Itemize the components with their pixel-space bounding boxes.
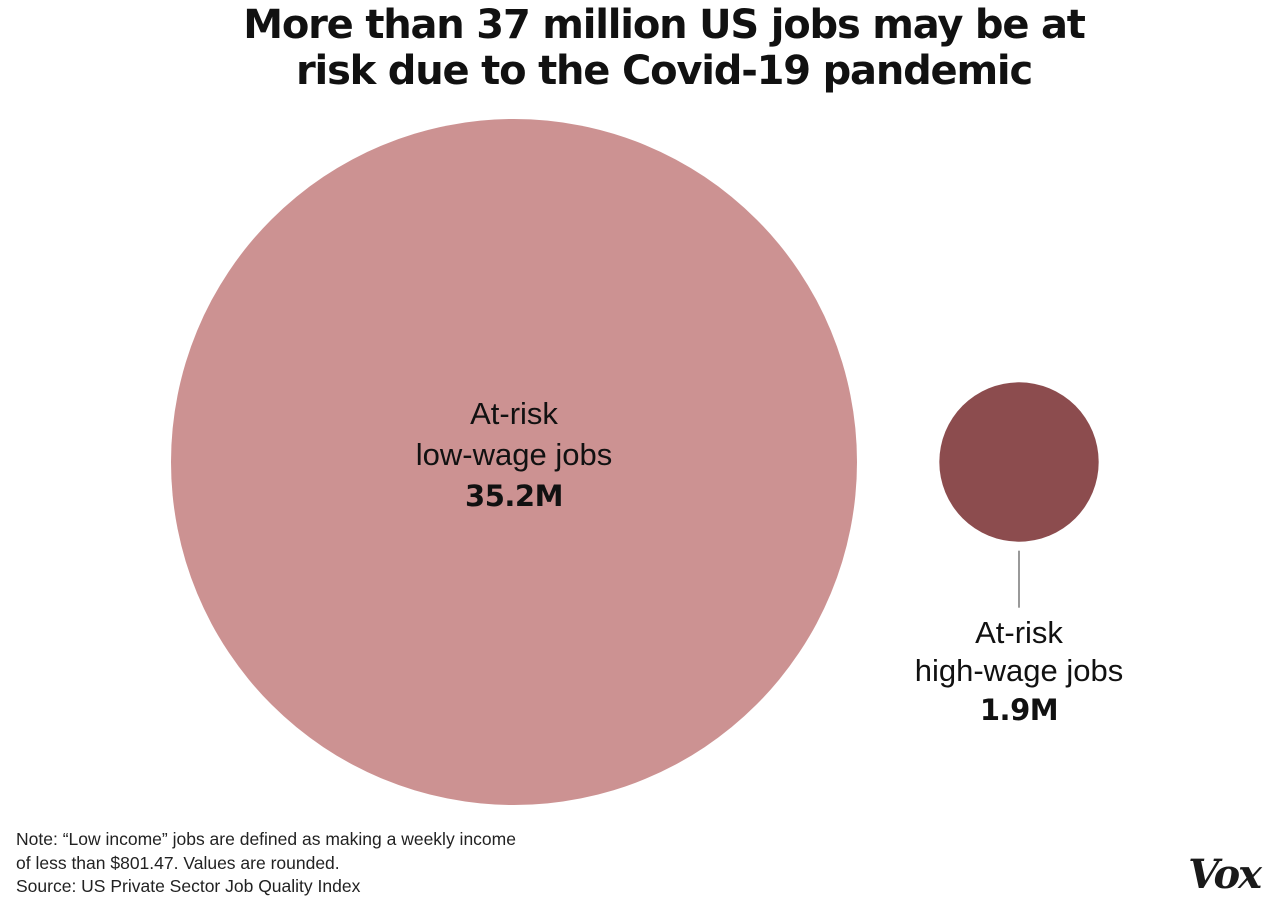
chart-title-line-2: risk due to the Covid-19 pandemic xyxy=(296,48,1033,94)
chart-title: More than 37 million US jobs may be at r… xyxy=(0,2,1280,94)
high-wage-label-line-1: At-risk xyxy=(975,615,1063,650)
source-line: Source: US Private Sector Job Quality In… xyxy=(16,876,361,896)
low-wage-label-line-2: low-wage jobs xyxy=(416,437,612,472)
low-wage-label-line-1: At-risk xyxy=(470,396,558,431)
low-wage-value-label: 35.2M xyxy=(465,479,563,513)
high-wage-label-line-2: high-wage jobs xyxy=(915,653,1124,688)
chart-title-line-1: More than 37 million US jobs may be at xyxy=(243,2,1086,48)
bubble-low-wage-jobs xyxy=(171,119,857,805)
vox-logo: Vox xyxy=(1188,851,1262,898)
high-wage-value-label: 1.9M xyxy=(980,693,1058,727)
note-line-1: Note: “Low income” jobs are defined as m… xyxy=(16,829,516,849)
footnote: Note: “Low income” jobs are defined as m… xyxy=(16,828,576,899)
bubble-high-wage-jobs xyxy=(939,382,1099,542)
note-line-2: of less than $801.47. Values are rounded… xyxy=(16,852,340,873)
